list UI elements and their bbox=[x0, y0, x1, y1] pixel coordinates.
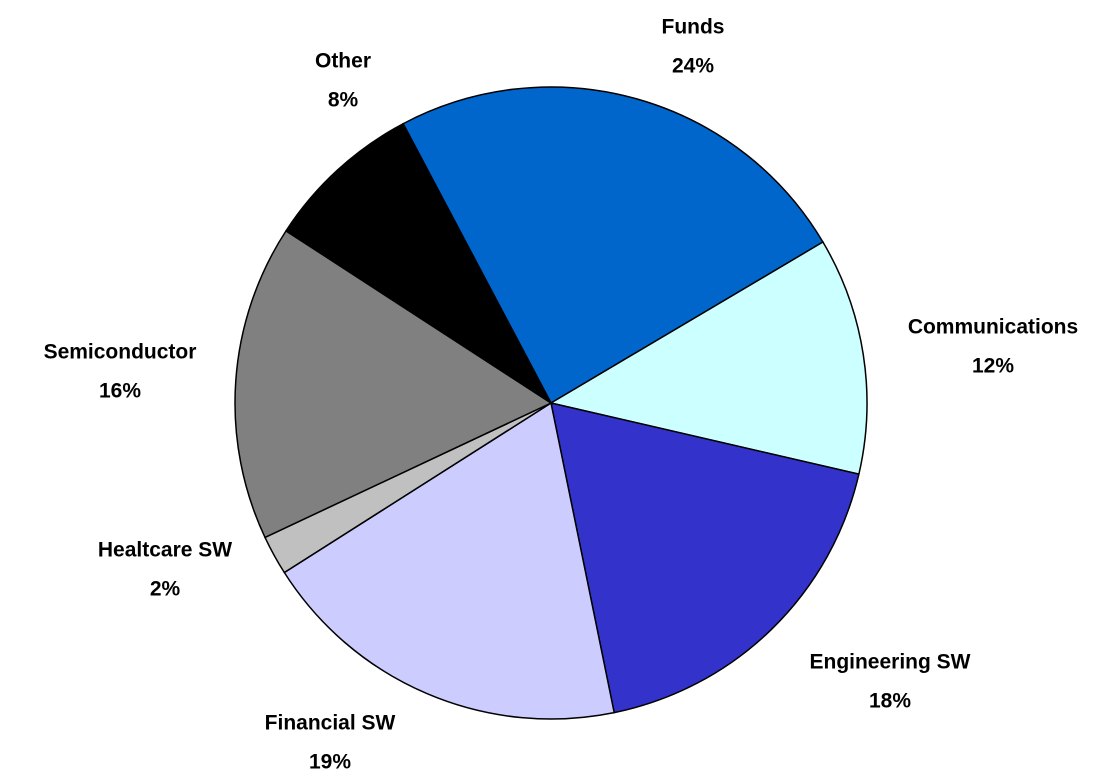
slice-label: Semiconductor bbox=[44, 341, 197, 364]
pie-slice bbox=[284, 122, 554, 406]
slice-label: Funds bbox=[662, 16, 725, 39]
slice-label: Communications bbox=[908, 316, 1078, 339]
slice-label: Healtcare SW bbox=[98, 539, 232, 562]
slice-value-label: 19% bbox=[309, 751, 351, 774]
pie-slice bbox=[283, 401, 616, 720]
slice-label: Financial SW bbox=[265, 712, 396, 735]
slice-label: Other bbox=[315, 50, 371, 73]
slice-value-label: 12% bbox=[972, 355, 1014, 378]
pie-slice bbox=[402, 86, 824, 405]
pie-slice bbox=[550, 402, 860, 714]
pie-slice bbox=[549, 240, 868, 476]
slice-value-label: 16% bbox=[99, 380, 141, 403]
slice-value-label: 24% bbox=[672, 55, 714, 78]
slice-value-label: 2% bbox=[150, 578, 181, 601]
slice-label: Engineering SW bbox=[809, 651, 970, 674]
slice-value-label: 8% bbox=[328, 89, 359, 112]
slice-value-label: 18% bbox=[869, 690, 911, 713]
pie-slice bbox=[234, 229, 553, 539]
